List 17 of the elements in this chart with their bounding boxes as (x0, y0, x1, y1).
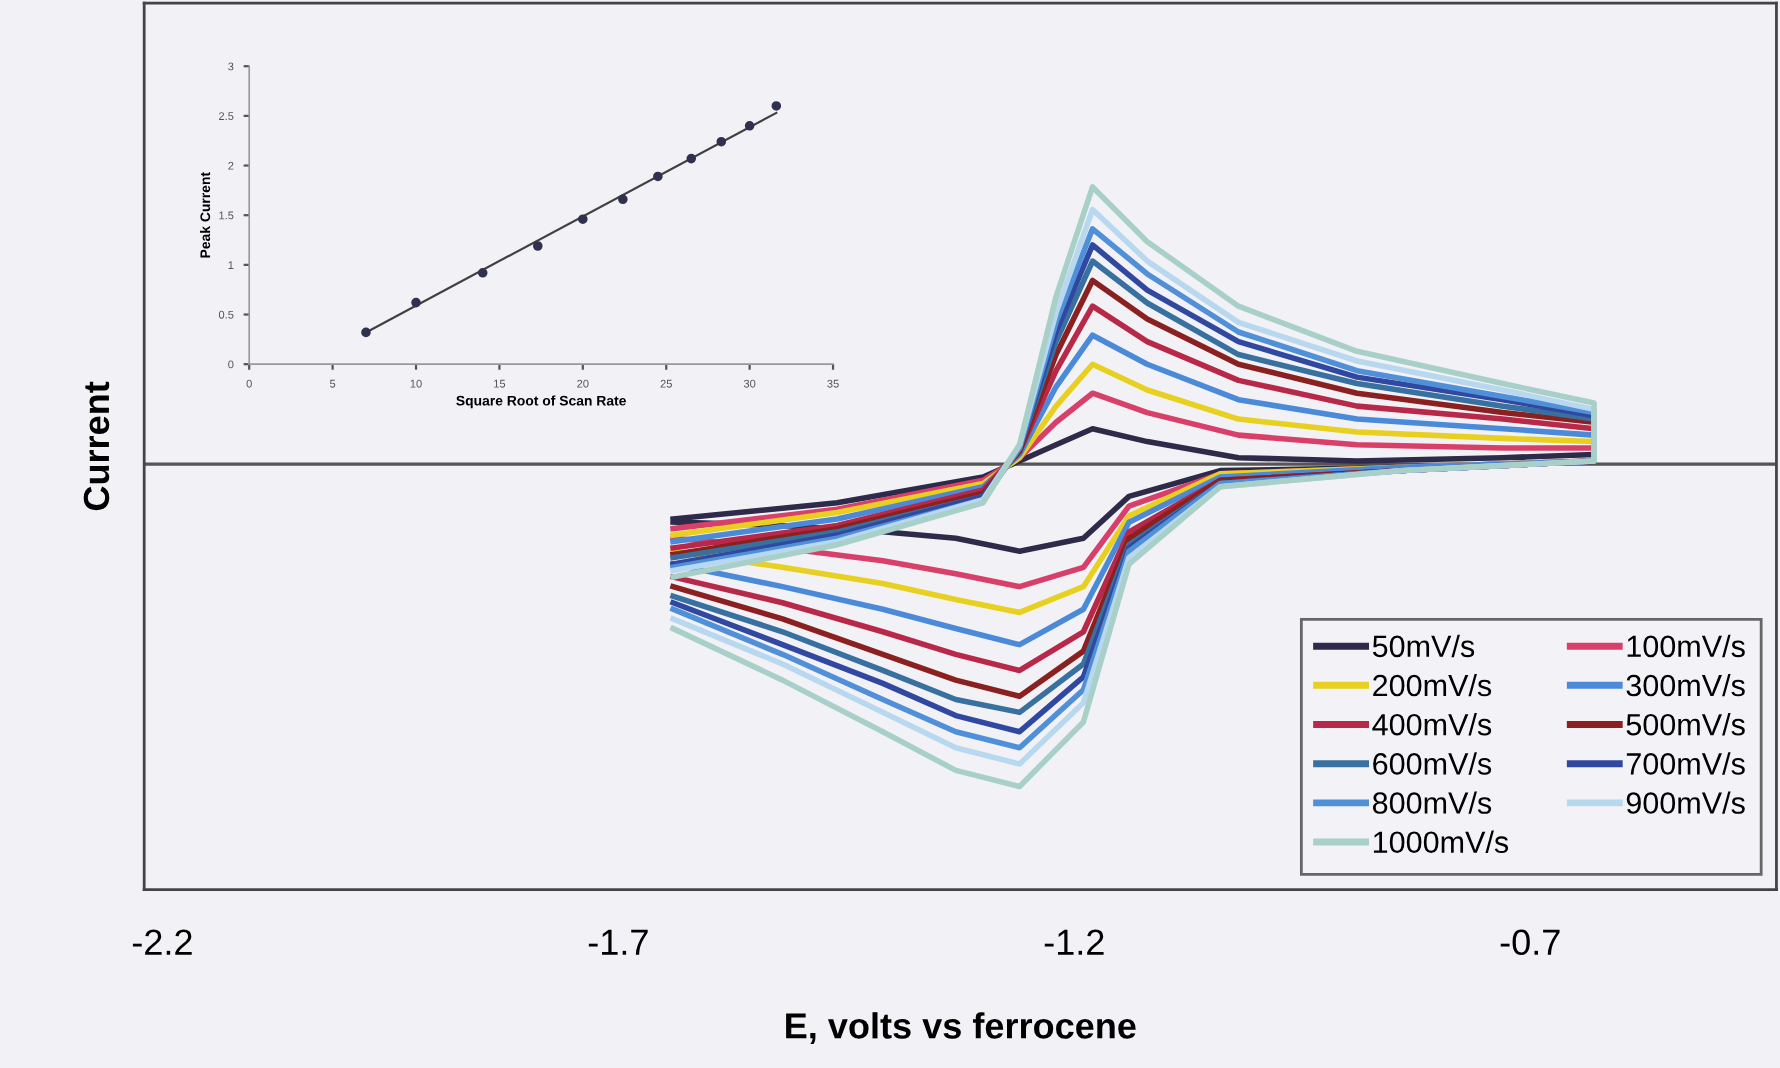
legend-label: 800mV/s (1372, 791, 1492, 814)
legend-label: 200mV/s (1373, 673, 1492, 697)
x-tick-label: -0.7 (1500, 929, 1560, 956)
x-tick-label: -2.2 (132, 929, 192, 955)
legend-label: 400mV/s (1372, 713, 1492, 736)
legend-label: 100mV/s (1627, 634, 1745, 658)
legend-label: 300mV/s (1626, 673, 1745, 697)
x-tick-label: -1.2 (1044, 929, 1104, 955)
legend-label: 50mV/s (1372, 634, 1475, 658)
legend-label: 900mV/s (1626, 791, 1745, 814)
legend-label: 1000mV/s (1373, 830, 1509, 854)
legend-label: 500mV/s (1626, 713, 1745, 736)
legend-label: 700mV/s (1626, 752, 1745, 775)
y-axis-title: Current (83, 381, 110, 511)
legend-label: 600mV/s (1373, 752, 1492, 775)
x-axis-title: E, volts vs ferrocene (786, 1012, 1136, 1044)
x-tick-label: -1.7 (588, 929, 648, 955)
